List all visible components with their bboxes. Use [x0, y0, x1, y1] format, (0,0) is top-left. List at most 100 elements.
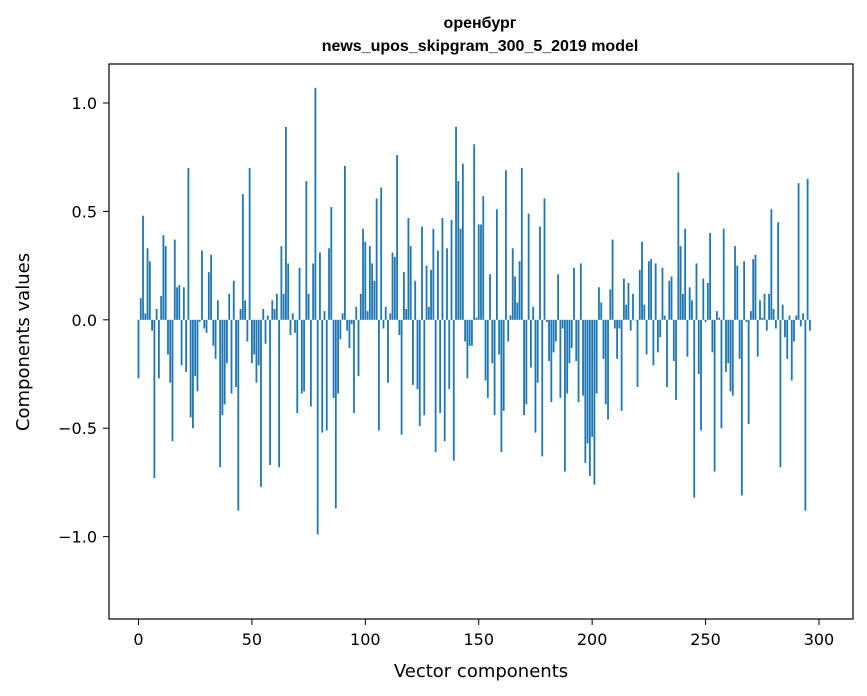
bar-199	[588, 319, 591, 476]
bar-82	[323, 311, 326, 320]
bar-283	[779, 319, 782, 468]
x-tick-label: 100	[350, 630, 381, 649]
bar-224	[645, 319, 648, 355]
bar-115	[398, 319, 401, 335]
bar-217	[629, 319, 632, 331]
bar-195	[579, 263, 582, 320]
bar-108	[382, 319, 385, 329]
bar-85	[330, 207, 333, 320]
bar-249	[702, 278, 705, 320]
bar-78	[314, 87, 317, 320]
bar-192	[573, 267, 575, 320]
bar-125	[421, 226, 423, 320]
bar-161	[502, 319, 505, 411]
bar-33	[212, 319, 215, 346]
bar-180	[545, 319, 548, 322]
bar-58	[269, 319, 271, 466]
bar-43	[235, 319, 237, 388]
bar-282	[777, 222, 780, 320]
bar-190	[568, 319, 571, 364]
bar-286	[786, 319, 789, 359]
bar-146	[468, 319, 471, 346]
bar-72	[300, 319, 303, 394]
chart-subtitle: news_upos_skipgram_300_5_2019 model	[322, 38, 639, 55]
bar-86	[332, 319, 335, 398]
x-axis-ticks: 0 50 100 150 200 250 300	[133, 619, 834, 649]
bar-248	[700, 319, 702, 431]
bar-103	[371, 263, 374, 320]
bar-118	[405, 308, 408, 320]
bar-107	[380, 187, 383, 320]
bar-292	[799, 319, 802, 327]
bar-194	[577, 319, 580, 403]
bar-135	[443, 319, 446, 442]
bar-120	[409, 246, 412, 320]
y-tick-label: 0.5	[72, 202, 97, 221]
bar-37	[221, 319, 224, 416]
bar-253	[711, 319, 714, 353]
bar-205	[602, 319, 605, 359]
bar-284	[781, 304, 784, 320]
bar-142	[459, 228, 462, 320]
bar-273	[756, 319, 759, 357]
bar-141	[457, 181, 460, 320]
bar-244	[691, 300, 693, 320]
bar-41	[230, 319, 233, 394]
bar-178	[541, 319, 544, 457]
bar-12	[164, 246, 167, 320]
bar-207	[607, 319, 609, 420]
bar-136	[446, 248, 448, 320]
bar-74	[305, 181, 308, 320]
bar-228	[654, 263, 657, 320]
bar-25	[194, 319, 197, 377]
bar-99	[362, 228, 364, 320]
bar-214	[623, 278, 625, 320]
bar-50	[251, 319, 253, 364]
bar-55	[262, 308, 265, 320]
bar-123	[416, 319, 419, 390]
bar-series	[137, 87, 811, 535]
bar-9	[158, 319, 160, 379]
bar-200	[591, 319, 594, 437]
bar-93	[348, 319, 351, 348]
bar-196	[582, 319, 584, 396]
bar-31	[207, 272, 210, 320]
bar-95	[353, 319, 355, 414]
bar-211	[616, 319, 618, 359]
bar-53	[257, 319, 260, 366]
bar-223	[643, 304, 646, 320]
bar-69	[294, 319, 296, 333]
bar-231	[661, 267, 664, 320]
bar-227	[652, 319, 655, 366]
bar-129	[430, 269, 432, 320]
bar-185	[557, 274, 560, 320]
bar-71	[298, 267, 301, 320]
bar-148	[473, 144, 476, 320]
bar-38	[223, 319, 226, 405]
bar-280	[772, 308, 775, 320]
bar-39	[226, 319, 228, 364]
bar-197	[584, 319, 587, 463]
bar-222	[641, 241, 643, 320]
bar-138	[450, 220, 453, 320]
bar-226	[650, 259, 653, 320]
bar-193	[575, 319, 578, 362]
bar-80	[319, 252, 321, 320]
bar-26	[196, 319, 199, 392]
bar-139	[452, 319, 455, 461]
bar-212	[618, 319, 621, 329]
bar-264	[736, 265, 739, 320]
bar-293	[802, 313, 804, 320]
bar-279	[770, 209, 773, 320]
bar-61	[275, 293, 278, 320]
bar-51	[253, 319, 256, 355]
bar-266	[740, 319, 743, 496]
bar-215	[625, 304, 628, 320]
bar-183	[552, 319, 555, 353]
bar-261	[729, 319, 732, 392]
bar-182	[550, 319, 553, 403]
bar-198	[586, 319, 589, 444]
bar-21	[185, 319, 188, 372]
bar-133	[439, 319, 442, 414]
